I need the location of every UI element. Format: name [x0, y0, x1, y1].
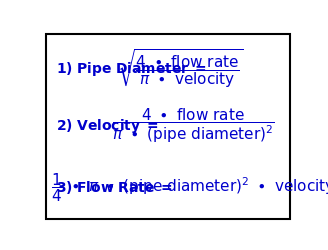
- Text: $\dfrac{1}{4}\ \bullet\ \pi\ \bullet\ \mathrm{(pipe\ diameter)}^{2}\ \bullet\ \m: $\dfrac{1}{4}\ \bullet\ \pi\ \bullet\ \m…: [51, 172, 328, 204]
- Text: $\sqrt{\dfrac{4\ \bullet\ \mathrm{flow\ rate}}{\pi\ \bullet\ \mathrm{velocity}}}: $\sqrt{\dfrac{4\ \bullet\ \mathrm{flow\ …: [117, 47, 244, 90]
- Text: $\mathbf{2)\ Velocity\ =}$: $\mathbf{2)\ Velocity\ =}$: [56, 117, 159, 135]
- Text: $\mathbf{3)\ Flow\ Rate\ =}$: $\mathbf{3)\ Flow\ Rate\ =}$: [56, 179, 173, 196]
- Text: $\mathbf{1)\ Pipe\ Diameter\ =}$: $\mathbf{1)\ Pipe\ Diameter\ =}$: [56, 60, 207, 78]
- Text: $\dfrac{4\ \bullet\ \mathrm{flow\ rate}}{\pi\ \bullet\ \mathrm{(pipe\ diameter)}: $\dfrac{4\ \bullet\ \mathrm{flow\ rate}}…: [112, 107, 275, 146]
